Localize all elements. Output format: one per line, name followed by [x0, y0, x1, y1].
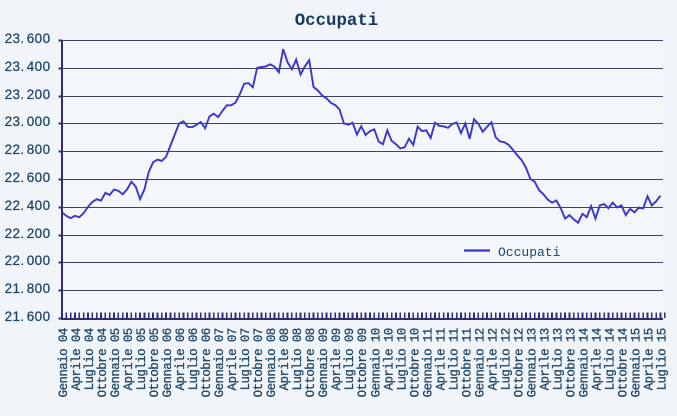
svg-text:22.000: 22. 000 [5, 253, 51, 268]
svg-text:Gennaio 11: Gennaio 11 [421, 328, 435, 397]
svg-text:Ottobre 14: Ottobre 14 [616, 328, 630, 397]
svg-text:Luglio 09: Luglio 09 [343, 328, 357, 390]
svg-text:Gennaio 12: Gennaio 12 [473, 328, 487, 397]
svg-text:Gennaio 04: Gennaio 04 [57, 328, 71, 397]
svg-text:Ottobre 11: Ottobre 11 [460, 328, 474, 397]
svg-text:Ottobre 09: Ottobre 09 [356, 328, 370, 397]
svg-text:21.600: 21. 600 [5, 309, 51, 324]
svg-text:Aprile 10: Aprile 10 [382, 328, 396, 390]
svg-text:Aprile 12: Aprile 12 [486, 328, 500, 390]
svg-text:22.200: 22. 200 [5, 226, 51, 241]
svg-text:Gennaio 13: Gennaio 13 [525, 328, 539, 397]
svg-text:Aprile 06: Aprile 06 [174, 328, 188, 390]
svg-text:Ottobre 12: Ottobre 12 [512, 328, 526, 397]
svg-text:Luglio 04: Luglio 04 [83, 328, 97, 390]
svg-text:Aprile 15: Aprile 15 [642, 328, 656, 390]
svg-text:Luglio 05: Luglio 05 [135, 328, 149, 390]
svg-text:Gennaio 07: Gennaio 07 [213, 328, 227, 397]
svg-text:Ottobre 04: Ottobre 04 [96, 328, 110, 397]
svg-text:Gennaio 10: Gennaio 10 [369, 328, 383, 397]
svg-text:Aprile 07: Aprile 07 [226, 328, 240, 390]
svg-text:Gennaio 06: Gennaio 06 [161, 328, 175, 397]
svg-text:Gennaio 08: Gennaio 08 [265, 328, 279, 397]
svg-text:Aprile 09: Aprile 09 [330, 328, 344, 390]
svg-text:Occupati: Occupati [498, 245, 561, 260]
svg-text:23.400: 23. 400 [5, 59, 51, 74]
svg-text:Gennaio 14: Gennaio 14 [577, 328, 591, 397]
svg-text:Gennaio 05: Gennaio 05 [109, 328, 123, 397]
svg-text:Ottobre 07: Ottobre 07 [252, 328, 266, 397]
svg-text:Aprile 11: Aprile 11 [434, 328, 448, 390]
svg-text:Luglio 08: Luglio 08 [291, 328, 305, 390]
svg-text:23.000: 23. 000 [5, 114, 51, 129]
svg-text:23.600: 23. 600 [5, 31, 51, 46]
svg-text:22.800: 22. 800 [5, 142, 51, 157]
svg-text:Occupati: Occupati [295, 12, 379, 31]
svg-text:Aprile 13: Aprile 13 [538, 328, 552, 390]
svg-text:23.200: 23. 200 [5, 87, 51, 102]
svg-text:Ottobre 05: Ottobre 05 [148, 328, 162, 397]
svg-text:Luglio 07: Luglio 07 [239, 328, 253, 390]
svg-text:21.800: 21. 800 [5, 281, 51, 296]
svg-text:Luglio 15: Luglio 15 [656, 328, 670, 390]
svg-text:Ottobre 06: Ottobre 06 [200, 328, 214, 397]
svg-text:Ottobre 10: Ottobre 10 [408, 328, 422, 397]
svg-text:22.600: 22. 600 [5, 170, 51, 185]
svg-text:Ottobre 13: Ottobre 13 [564, 328, 578, 397]
svg-text:Luglio 10: Luglio 10 [395, 328, 409, 390]
svg-text:Luglio 14: Luglio 14 [603, 328, 617, 390]
svg-text:Gennaio 09: Gennaio 09 [317, 328, 331, 397]
svg-text:Aprile 14: Aprile 14 [590, 328, 604, 390]
svg-text:Aprile 05: Aprile 05 [122, 328, 136, 390]
svg-text:Aprile 08: Aprile 08 [278, 328, 292, 390]
svg-text:Ottobre 08: Ottobre 08 [304, 328, 318, 397]
svg-text:Luglio 13: Luglio 13 [551, 328, 565, 390]
svg-text:Aprile 04: Aprile 04 [70, 328, 84, 390]
svg-text:Luglio 11: Luglio 11 [447, 328, 461, 390]
svg-text:22.400: 22. 400 [5, 198, 51, 213]
svg-text:Luglio 12: Luglio 12 [499, 328, 513, 390]
svg-text:Luglio 06: Luglio 06 [187, 328, 201, 390]
svg-text:Gennaio 15: Gennaio 15 [629, 328, 643, 397]
